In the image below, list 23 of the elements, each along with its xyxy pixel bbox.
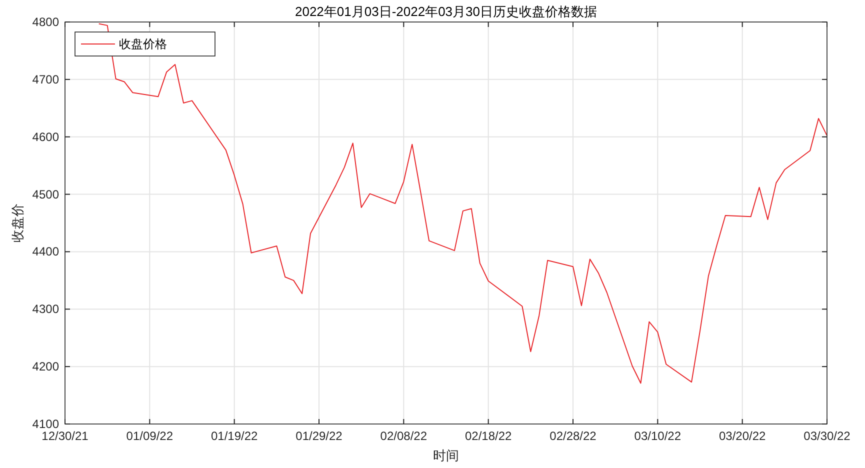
y-tick-label: 4400 [32, 244, 60, 259]
y-tick-label: 4200 [32, 360, 60, 374]
x-tick-label: 01/19/22 [210, 429, 258, 443]
legend-label: 收盘价格 [119, 37, 167, 51]
x-tick-label: 02/28/22 [550, 429, 597, 443]
x-tick-label: 02/08/22 [380, 429, 428, 443]
x-axis-title: 时间 [433, 448, 459, 463]
x-tick-label: 02/18/22 [464, 429, 512, 443]
x-tick-label: 12/30/21 [42, 429, 89, 443]
y-tick-label: 4800 [32, 15, 60, 29]
line-series [98, 23, 827, 384]
y-tick-label: 4100 [32, 417, 60, 431]
chart-title: 2022年01月03日-2022年03月30日历史收盘价格数据 [294, 4, 598, 19]
x-tick-label: 03/20/22 [718, 429, 766, 443]
x-tick-label: 01/29/22 [296, 429, 343, 443]
x-tick-label: 01/09/22 [126, 429, 174, 443]
x-tick-label: 03/10/22 [634, 429, 682, 443]
y-tick-label: 4600 [32, 130, 60, 144]
y-tick-label: 4300 [32, 302, 60, 316]
y-tick-label: 4500 [32, 187, 60, 202]
y-axis-title: 收盘价 [10, 204, 25, 242]
y-tick-label: 4700 [32, 72, 60, 86]
x-tick-label: 03/30/22 [804, 429, 851, 443]
